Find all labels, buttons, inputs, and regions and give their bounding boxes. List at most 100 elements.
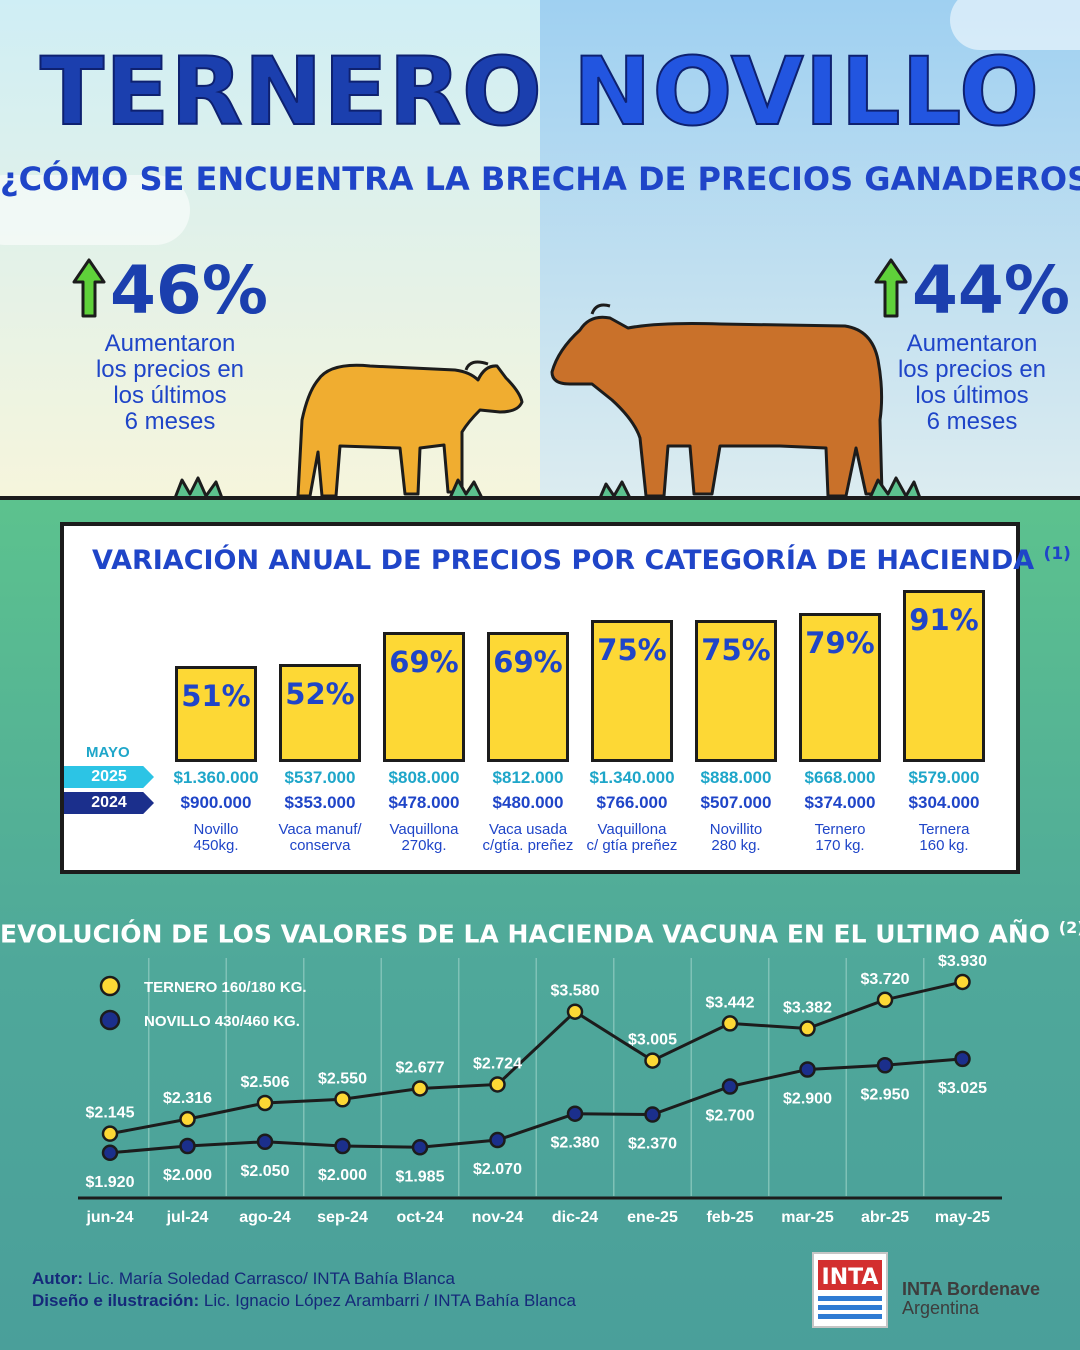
data-point	[644, 1052, 661, 1069]
data-point	[256, 1094, 274, 1112]
x-tick-label: abr-25	[861, 1209, 909, 1226]
stat-ternero: 46% Aumentaron los precios en los último…	[40, 252, 300, 435]
legend-marker	[99, 975, 121, 997]
data-point	[954, 973, 971, 991]
bar-chart-note: (1)	[1043, 544, 1071, 564]
bar-chart-title: VARIACIÓN ANUAL DE PRECIOS POR CATEGORÍA…	[92, 544, 1071, 576]
title-novillo: NOVILLO	[572, 37, 1041, 148]
data-label: $3.720	[861, 971, 910, 988]
legend-marker	[99, 1009, 121, 1031]
category-label: Novillito 280 kg.	[709, 821, 763, 854]
x-tick-label: ago-24	[239, 1209, 291, 1226]
price-2025: $812.000	[492, 768, 564, 787]
steer-icon	[550, 303, 884, 498]
data-point	[876, 1057, 894, 1074]
bar-6: 79%	[799, 612, 881, 762]
x-tick-label: dic-24	[552, 1209, 598, 1226]
category-label: Ternero 170 kg.	[814, 821, 866, 854]
credits: Autor: Lic. María Soledad Carrasco/ INTA…	[32, 1268, 576, 1312]
data-point	[179, 1137, 196, 1155]
price-2024: $478.000	[388, 793, 460, 812]
data-label: $1.985	[396, 1168, 445, 1185]
bar-value-label: 69%	[493, 644, 563, 679]
design-line: Diseño e ilustración: Lic. Ignacio López…	[32, 1291, 576, 1310]
x-tick-label: sep-24	[317, 1209, 368, 1226]
bar-2: 69%	[383, 631, 465, 762]
x-tick-label: jul-24	[166, 1209, 209, 1226]
category-label: Vaquillona 270kg.	[389, 821, 459, 854]
price-2024: $507.000	[700, 793, 772, 812]
bar-value-label: 79%	[805, 625, 875, 660]
category-label: Vaca manuf/ conserva	[278, 821, 362, 854]
data-point	[334, 1091, 351, 1108]
data-point	[489, 1131, 506, 1149]
data-point	[799, 1020, 816, 1037]
data-point	[101, 1125, 119, 1142]
price-2025: $537.000	[284, 768, 356, 787]
price-2025: $668.000	[804, 768, 876, 787]
data-label: $2.677	[396, 1059, 445, 1076]
x-tick-label: ene-25	[627, 1209, 678, 1226]
data-label: $2.316	[163, 1090, 212, 1107]
stat-novillo: 44% Aumentaron los precios en los último…	[842, 252, 1080, 435]
price-2024: $900.000	[180, 793, 252, 812]
inta-logo-mark: INTA	[818, 1260, 882, 1319]
bar-value-label: 52%	[285, 676, 355, 711]
bar-value-label: 69%	[389, 644, 459, 679]
x-tick-label: may-25	[935, 1209, 990, 1226]
bar-value-label: 51%	[181, 678, 251, 713]
x-tick-label: feb-25	[706, 1209, 753, 1226]
price-2024: $766.000	[596, 793, 668, 812]
data-label: $3.580	[551, 983, 600, 1000]
cattle-illustration	[173, 303, 922, 500]
data-label: $2.900	[783, 1091, 832, 1108]
data-point	[566, 1105, 584, 1122]
data-label: $2.050	[241, 1163, 290, 1180]
inta-logo: INTA	[812, 1252, 888, 1328]
svg-text:INTA: INTA	[822, 1265, 879, 1290]
data-label: $3.025	[938, 1080, 987, 1097]
data-label: $3.382	[783, 1000, 832, 1017]
inta-org-name: INTA Bordenave Argentina	[902, 1279, 1041, 1318]
x-tick-label: jun-24	[85, 1209, 133, 1226]
up-arrow-icon	[72, 258, 106, 323]
x-tick-label: oct-24	[396, 1209, 443, 1226]
data-label: $2.380	[551, 1135, 600, 1152]
data-point	[101, 1144, 119, 1162]
data-label: $1.920	[86, 1174, 135, 1191]
category-label: Ternera 160 kg.	[918, 821, 970, 854]
bar-value-label: 75%	[701, 633, 771, 668]
page-subtitle: ¿CÓMO SE ENCUENTRA LA BRECHA DE PRECIOS …	[0, 160, 1080, 198]
price-2025: $1.360.000	[173, 768, 259, 787]
annual-variation-panel: VARIACIÓN ANUAL DE PRECIOS POR CATEGORÍA…	[60, 522, 1071, 874]
period-label: MAYO	[86, 744, 130, 761]
x-tick-label: mar-25	[781, 1209, 834, 1226]
category-label: Vaquillona c/ gtía preñez	[586, 821, 678, 854]
price-2024: $353.000	[284, 793, 356, 812]
up-arrow-icon	[874, 258, 908, 323]
data-label: $2.950	[861, 1086, 910, 1103]
data-point	[876, 991, 894, 1009]
data-point	[644, 1106, 661, 1123]
data-label: $2.700	[706, 1108, 755, 1125]
grass-icon	[173, 476, 922, 500]
data-label: $2.070	[473, 1161, 522, 1178]
data-label: $2.145	[86, 1105, 135, 1122]
bar-5: 75%	[695, 620, 777, 762]
data-label: $2.506	[241, 1074, 290, 1091]
bar-0: 51%	[175, 665, 257, 762]
bar-1: 52%	[279, 663, 361, 762]
stat-ternero-desc: Aumentaron los precios en los últimos 6 …	[95, 330, 245, 435]
legend-label: TERNERO 160/180 KG.	[144, 979, 307, 996]
bar-4: 75%	[591, 620, 673, 762]
data-point	[954, 1050, 971, 1068]
price-2024: $374.000	[804, 793, 876, 812]
series-line-0	[109, 980, 963, 1136]
price-2025: $808.000	[388, 768, 460, 787]
category-label: Novillo 450kg.	[193, 821, 239, 854]
price-2025: $1.340.000	[589, 768, 675, 787]
cloud-right	[950, 0, 1080, 50]
data-point	[411, 1139, 429, 1156]
price-2024: $304.000	[908, 793, 980, 812]
stat-novillo-pct: 44%	[912, 252, 1070, 329]
